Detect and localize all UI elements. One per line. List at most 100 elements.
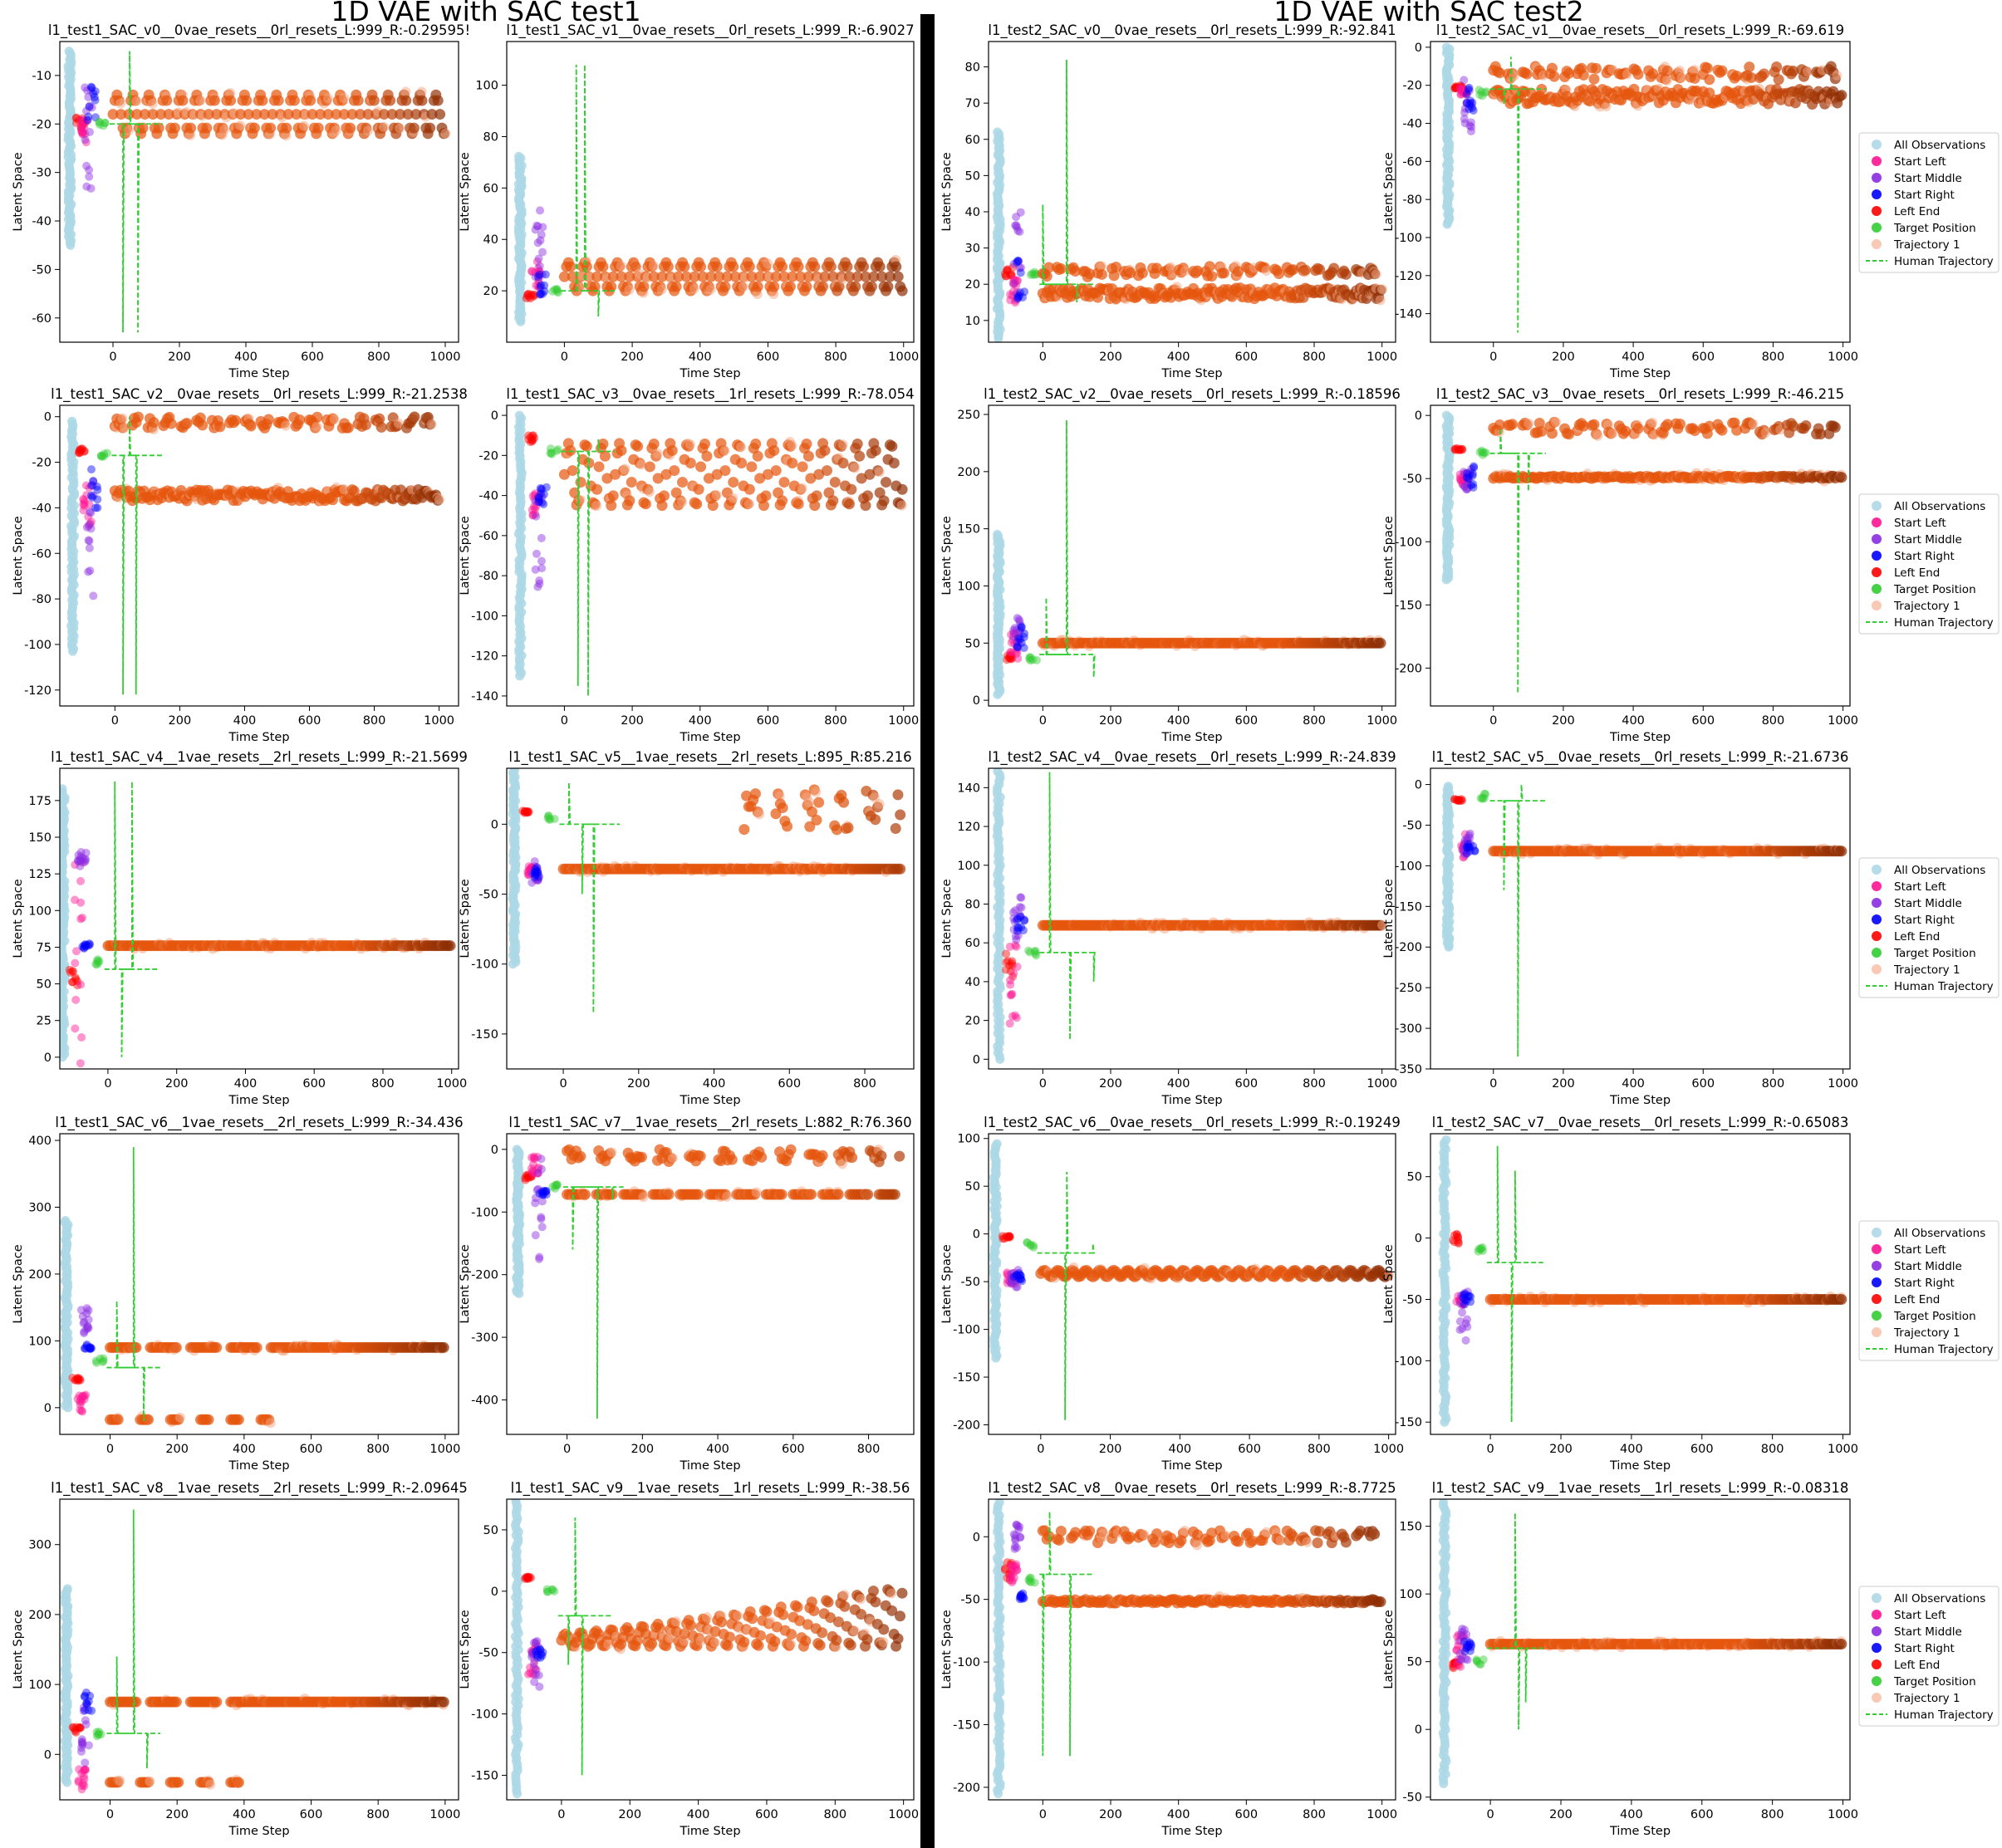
- trajectory-point: [355, 109, 366, 120]
- trajectory-point: [362, 125, 373, 136]
- trajectory-point: [123, 125, 134, 136]
- start-middle-point: [533, 870, 542, 880]
- trajectory-point: [802, 1619, 813, 1630]
- start-middle-point: [537, 1197, 547, 1206]
- trajectory-point: [886, 1588, 897, 1599]
- start-middle-point: [83, 1322, 92, 1331]
- start-left-point: [1013, 287, 1022, 297]
- left-end-point: [524, 431, 533, 440]
- left-end-point: [521, 1574, 530, 1583]
- trajectory-point: [695, 261, 707, 272]
- x-axis-label: Time Step: [228, 1825, 289, 1838]
- start-left-point: [533, 1153, 542, 1162]
- y-tick-label: -40: [1402, 118, 1422, 131]
- trajectory-point: [896, 500, 907, 511]
- trajectory-point: [656, 271, 668, 282]
- target-position-point: [548, 287, 557, 296]
- trajectory-point: [797, 461, 808, 473]
- start-left-point: [1459, 88, 1468, 97]
- trajectory-point: [778, 1609, 789, 1620]
- trajectory-point: [1261, 265, 1272, 276]
- start-left-point: [77, 116, 86, 125]
- trajectory-point: [667, 1153, 678, 1164]
- y-tick-label: 125: [28, 868, 52, 881]
- start-middle-point: [76, 1306, 86, 1315]
- trajectory-point: [770, 271, 782, 282]
- chart-panel: l1_test1_SAC_v7__1vae_resets__2rl_resets…: [459, 1115, 915, 1473]
- start-middle-point: [531, 565, 540, 574]
- trajectory-point: [211, 109, 223, 120]
- start-left-point: [80, 1774, 89, 1783]
- target-position-point: [544, 811, 553, 821]
- trajectory-point: [305, 95, 316, 106]
- start-left-point: [77, 1785, 86, 1794]
- x-tick-label: 600: [302, 1077, 326, 1091]
- start-middle-point: [532, 1185, 542, 1194]
- start-middle-point: [533, 1169, 542, 1178]
- start-middle-point: [527, 1652, 537, 1661]
- start-middle-point: [85, 101, 94, 110]
- start-middle-point: [537, 1154, 546, 1164]
- start-right-point: [536, 1645, 545, 1654]
- start-middle-point: [527, 1649, 537, 1659]
- start-middle-point: [86, 184, 96, 193]
- start-right-point: [532, 1650, 542, 1659]
- left-end-point: [523, 1170, 532, 1179]
- trajectory-point: [743, 498, 754, 509]
- start-left-point: [1008, 280, 1018, 289]
- y-tick-label: 200: [28, 1268, 52, 1282]
- start-left-point: [1457, 86, 1466, 96]
- all-observations-point: [67, 416, 77, 426]
- start-middle-point: [81, 135, 90, 145]
- start-right-point: [84, 112, 93, 121]
- start-right-point: [85, 102, 94, 111]
- target-position-point: [1031, 269, 1040, 278]
- start-middle-point: [532, 865, 541, 875]
- left-end-point: [74, 1375, 83, 1385]
- trajectory-point: [888, 457, 900, 468]
- start-right-point: [1464, 85, 1473, 94]
- y-tick-label: 0: [44, 1748, 52, 1762]
- x-axis-label: Time Step: [679, 1459, 740, 1473]
- trajectory-point: [679, 261, 690, 272]
- start-middle-point: [538, 223, 547, 232]
- trajectory-point: [640, 498, 651, 510]
- trajectory-point: [119, 422, 130, 433]
- x-tick-label: 600: [1234, 350, 1258, 364]
- start-left-point: [529, 1166, 538, 1175]
- start-middle-point: [533, 875, 542, 884]
- start-left-point: [71, 1024, 80, 1033]
- target-position-point: [96, 451, 105, 460]
- start-left-point: [529, 1663, 538, 1672]
- target-position-point: [552, 285, 562, 294]
- trajectory-point: [670, 487, 682, 498]
- start-left-point: [76, 914, 86, 924]
- chart-panel: l1_test1_SAC_v1__0vae_resets__0rl_resets…: [459, 22, 919, 380]
- left-end-point: [1451, 84, 1460, 93]
- start-right-point: [536, 282, 545, 292]
- panel-title: l1_test1_SAC_v5__1vae_resets__2rl_resets…: [508, 749, 911, 766]
- start-left-point: [80, 501, 89, 510]
- trajectory-point: [416, 95, 428, 106]
- trajectory-point: [174, 1412, 185, 1423]
- start-left-point: [534, 269, 543, 278]
- trajectory-point: [379, 121, 389, 132]
- trajectory-point: [839, 1590, 850, 1600]
- trajectory-point: [107, 109, 119, 120]
- trajectory-point: [652, 473, 664, 484]
- start-left-point: [534, 497, 543, 506]
- target-position-point: [99, 121, 108, 130]
- y-tick-label: -60: [478, 530, 498, 543]
- trajectory-point: [1647, 68, 1659, 80]
- start-middle-point: [79, 854, 88, 863]
- trajectory-point: [1601, 101, 1612, 112]
- trajectory-point: [843, 498, 855, 510]
- start-left-point: [84, 512, 93, 522]
- y-tick-label: 200: [28, 1609, 52, 1622]
- start-left-point: [527, 267, 537, 276]
- start-middle-point: [82, 1309, 91, 1318]
- left-end-point: [1452, 82, 1461, 91]
- left-end-point: [521, 807, 530, 816]
- start-middle-point: [534, 498, 543, 507]
- start-middle-point: [86, 127, 95, 136]
